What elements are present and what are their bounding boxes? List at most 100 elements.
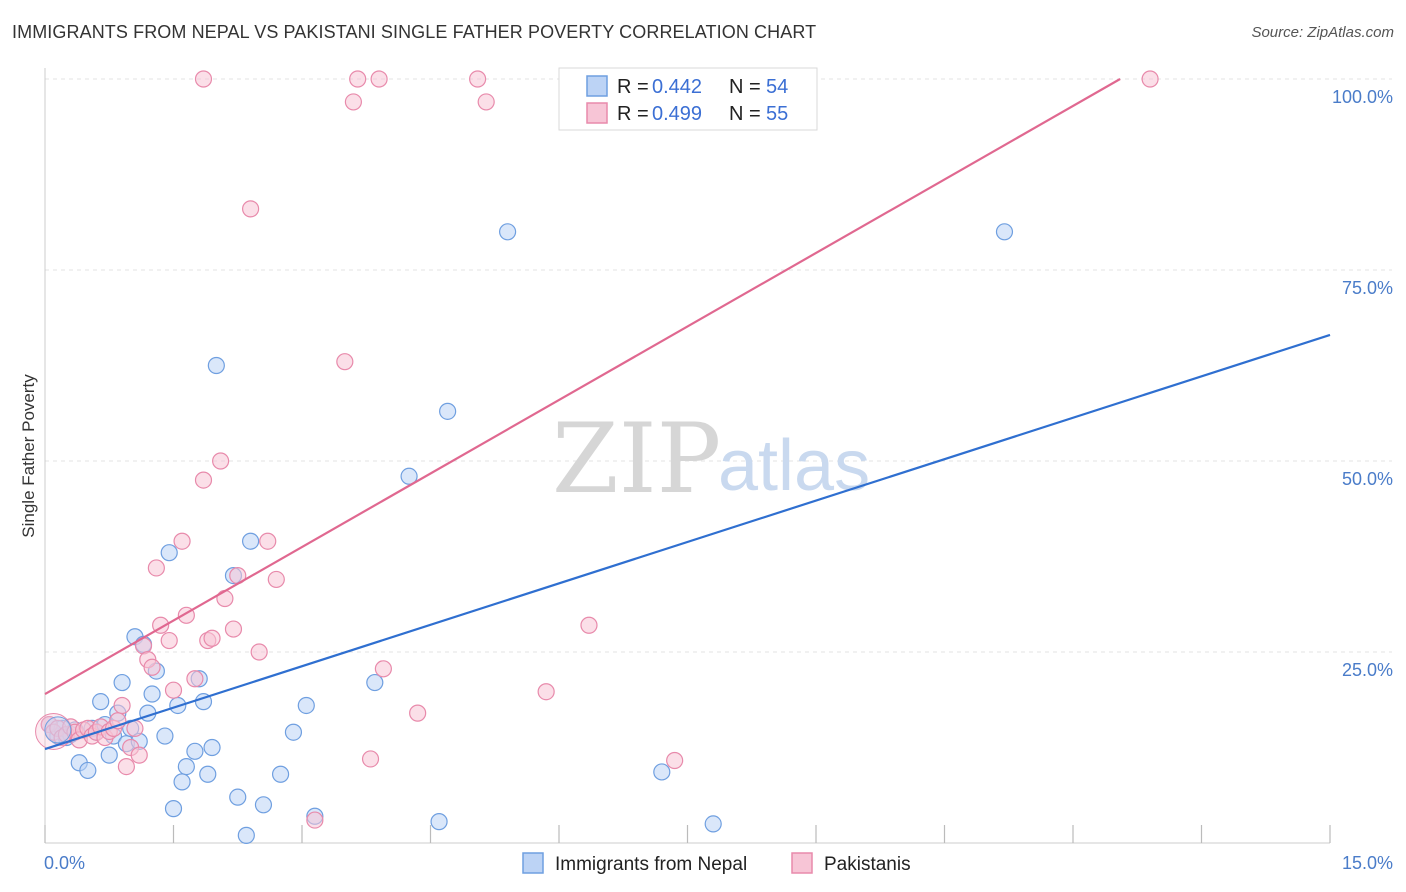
data-point	[349, 70, 367, 88]
data-point	[666, 751, 684, 770]
data-point	[229, 788, 247, 806]
data-point	[306, 811, 324, 829]
data-point	[297, 696, 315, 715]
legend-n-value-pakistanis: 55	[766, 103, 788, 125]
data-point	[284, 723, 303, 741]
data-point	[499, 223, 517, 241]
data-point	[113, 696, 131, 715]
data-point	[259, 532, 277, 550]
data-point	[374, 660, 392, 678]
correlation-legend: R = 0.442 N = 54 R = 0.499 N = 55	[558, 67, 818, 131]
data-point	[361, 750, 380, 768]
data-point	[203, 629, 221, 647]
legend-swatch-pakistanis	[586, 102, 608, 124]
legend-r-label-pakistanis: R =	[617, 103, 649, 125]
data-point	[409, 704, 427, 722]
y-tick-label: 75.0%	[1342, 278, 1393, 298]
data-point	[186, 670, 204, 688]
data-point	[580, 616, 598, 634]
data-point	[173, 773, 191, 791]
data-point	[430, 813, 448, 831]
data-point	[177, 757, 195, 776]
data-point	[203, 738, 221, 757]
series-nepal	[40, 223, 1014, 844]
legend-r-value-nepal: 0.442	[652, 76, 702, 98]
data-point	[212, 452, 230, 470]
x-tick-label-max: 15.0%	[1342, 853, 1393, 873]
data-point	[537, 683, 555, 701]
data-point	[130, 746, 148, 764]
series-legend-swatch-pakistanis	[791, 852, 813, 874]
data-point	[207, 356, 225, 375]
data-point	[336, 353, 354, 371]
data-point	[344, 93, 362, 111]
data-point	[242, 532, 260, 550]
data-point	[173, 532, 191, 550]
data-point	[400, 467, 418, 485]
data-point	[477, 93, 495, 111]
data-point	[704, 815, 722, 833]
data-point	[186, 742, 204, 760]
data-point	[216, 589, 234, 608]
data-point	[254, 796, 273, 814]
legend-n-label-pakistanis: N =	[729, 103, 761, 125]
y-tick-label: 100.0%	[1332, 87, 1393, 107]
chart-title: IMMIGRANTS FROM NEPAL VS PAKISTANI SINGL…	[12, 22, 817, 42]
data-point	[79, 761, 97, 780]
data-point	[113, 673, 131, 692]
data-point	[194, 471, 213, 489]
data-point	[250, 643, 268, 661]
axes	[44, 68, 1331, 844]
data-point-cluster	[44, 716, 72, 744]
data-point	[160, 544, 178, 562]
series-legend-swatch-nepal	[522, 852, 544, 874]
data-point	[469, 70, 487, 88]
data-point	[267, 570, 285, 589]
data-point	[117, 757, 135, 776]
source-credit: Source: ZipAtlas.com	[1251, 24, 1394, 41]
data-point	[164, 800, 183, 818]
data-point	[143, 685, 161, 703]
data-point	[160, 631, 178, 650]
data-point	[100, 746, 118, 764]
legend-swatch-nepal	[586, 75, 608, 97]
data-point	[653, 763, 671, 781]
legend-r-value-pakistanis: 0.499	[652, 103, 702, 125]
trend-lines	[44, 78, 1331, 751]
watermark-atlas: atlas	[718, 426, 870, 506]
legend-n-label-nepal: N =	[729, 76, 761, 98]
data-point	[237, 826, 255, 844]
data-point	[194, 70, 213, 88]
data-point	[271, 765, 290, 783]
legend-n-value-nepal: 54	[766, 76, 788, 98]
grid-lines	[45, 78, 1392, 653]
x-tick-label-min: 0.0%	[44, 853, 85, 873]
tick-labels: 25.0% 50.0% 75.0% 100.0% 0.0% 15.0%	[44, 87, 1393, 873]
watermark-zip: ZIP	[552, 403, 721, 515]
series-legend: Immigrants from Nepal Pakistanis	[522, 852, 911, 875]
y-axis-label: Single Father Poverty	[19, 374, 38, 538]
data-point	[143, 658, 161, 676]
data-point	[995, 223, 1014, 241]
data-point	[199, 765, 217, 783]
data-point	[1141, 70, 1159, 88]
data-points	[35, 70, 1159, 844]
legend-r-label-nepal: R =	[617, 76, 649, 98]
series-legend-label-pakistanis: Pakistanis	[824, 854, 911, 875]
trend-line-pakistanis	[44, 78, 1121, 695]
data-point	[439, 402, 457, 420]
y-tick-label: 25.0%	[1342, 660, 1393, 680]
data-point	[370, 70, 388, 88]
series-legend-label-nepal: Immigrants from Nepal	[555, 854, 747, 875]
trend-line-nepal	[44, 333, 1331, 751]
data-point	[147, 559, 165, 577]
data-point	[164, 681, 183, 699]
data-point	[224, 620, 243, 638]
data-point	[156, 727, 174, 745]
data-point-cluster	[35, 712, 73, 750]
y-tick-label: 50.0%	[1342, 469, 1393, 489]
data-point	[92, 693, 110, 711]
data-point	[242, 200, 260, 218]
data-point	[366, 673, 384, 692]
